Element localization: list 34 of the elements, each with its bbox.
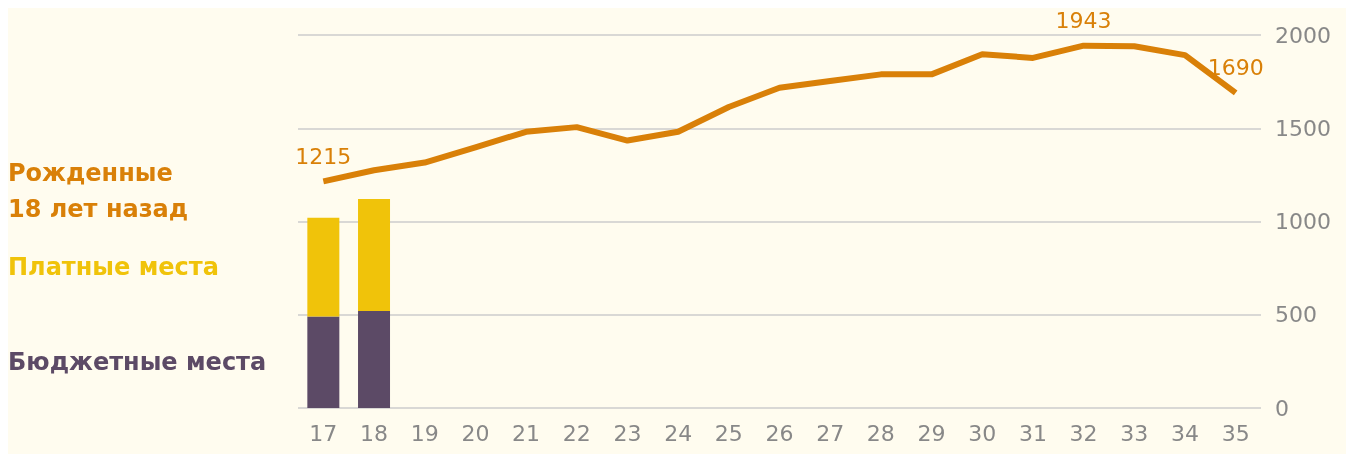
x-tick-label: 35 (1221, 420, 1250, 446)
x-tick-label: 17 (309, 420, 338, 446)
bar (358, 199, 391, 312)
x-tick-label: 20 (461, 420, 490, 446)
text: Платные места (8, 253, 219, 282)
x-tick-label: 23 (613, 420, 642, 446)
x-tick-label: 30 (968, 420, 997, 446)
x-tick-label: 21 (512, 420, 541, 446)
y-tick-label: 0 (1275, 395, 1289, 421)
x-tick-label: 32 (1069, 420, 1098, 446)
x-tick-label: 19 (410, 420, 439, 446)
x-tick-label: 24 (664, 420, 693, 446)
bar (307, 316, 340, 408)
bar (358, 311, 391, 408)
y-tick-label: 1000 (1275, 209, 1331, 234)
x-tick-label: 18 (360, 420, 389, 446)
x-tick-label: 28 (866, 420, 895, 446)
x-tick-label: 29 (917, 420, 946, 446)
y-tick-label: 1500 (1275, 115, 1331, 141)
y-tick-label: 2000 (1275, 22, 1331, 48)
data-label: 1215 (295, 143, 352, 169)
x-tick-label: 27 (816, 420, 845, 446)
x-tick-label: 22 (562, 420, 591, 446)
x-tick-label: 31 (1018, 420, 1047, 446)
x-tick-label: 33 (1120, 420, 1149, 446)
bar (307, 217, 340, 317)
x-tick-label: 34 (1170, 420, 1199, 446)
x-tick-label: 26 (765, 420, 794, 446)
x-tick-label: 25 (714, 420, 743, 446)
y-tick-label: 500 (1275, 302, 1317, 328)
series-label: Бюджетные места (8, 348, 267, 377)
data-label: 1943 (1055, 8, 1112, 34)
data-label: 1690 (1207, 55, 1264, 81)
text: Рожденные 18 лет назад (8, 159, 189, 224)
